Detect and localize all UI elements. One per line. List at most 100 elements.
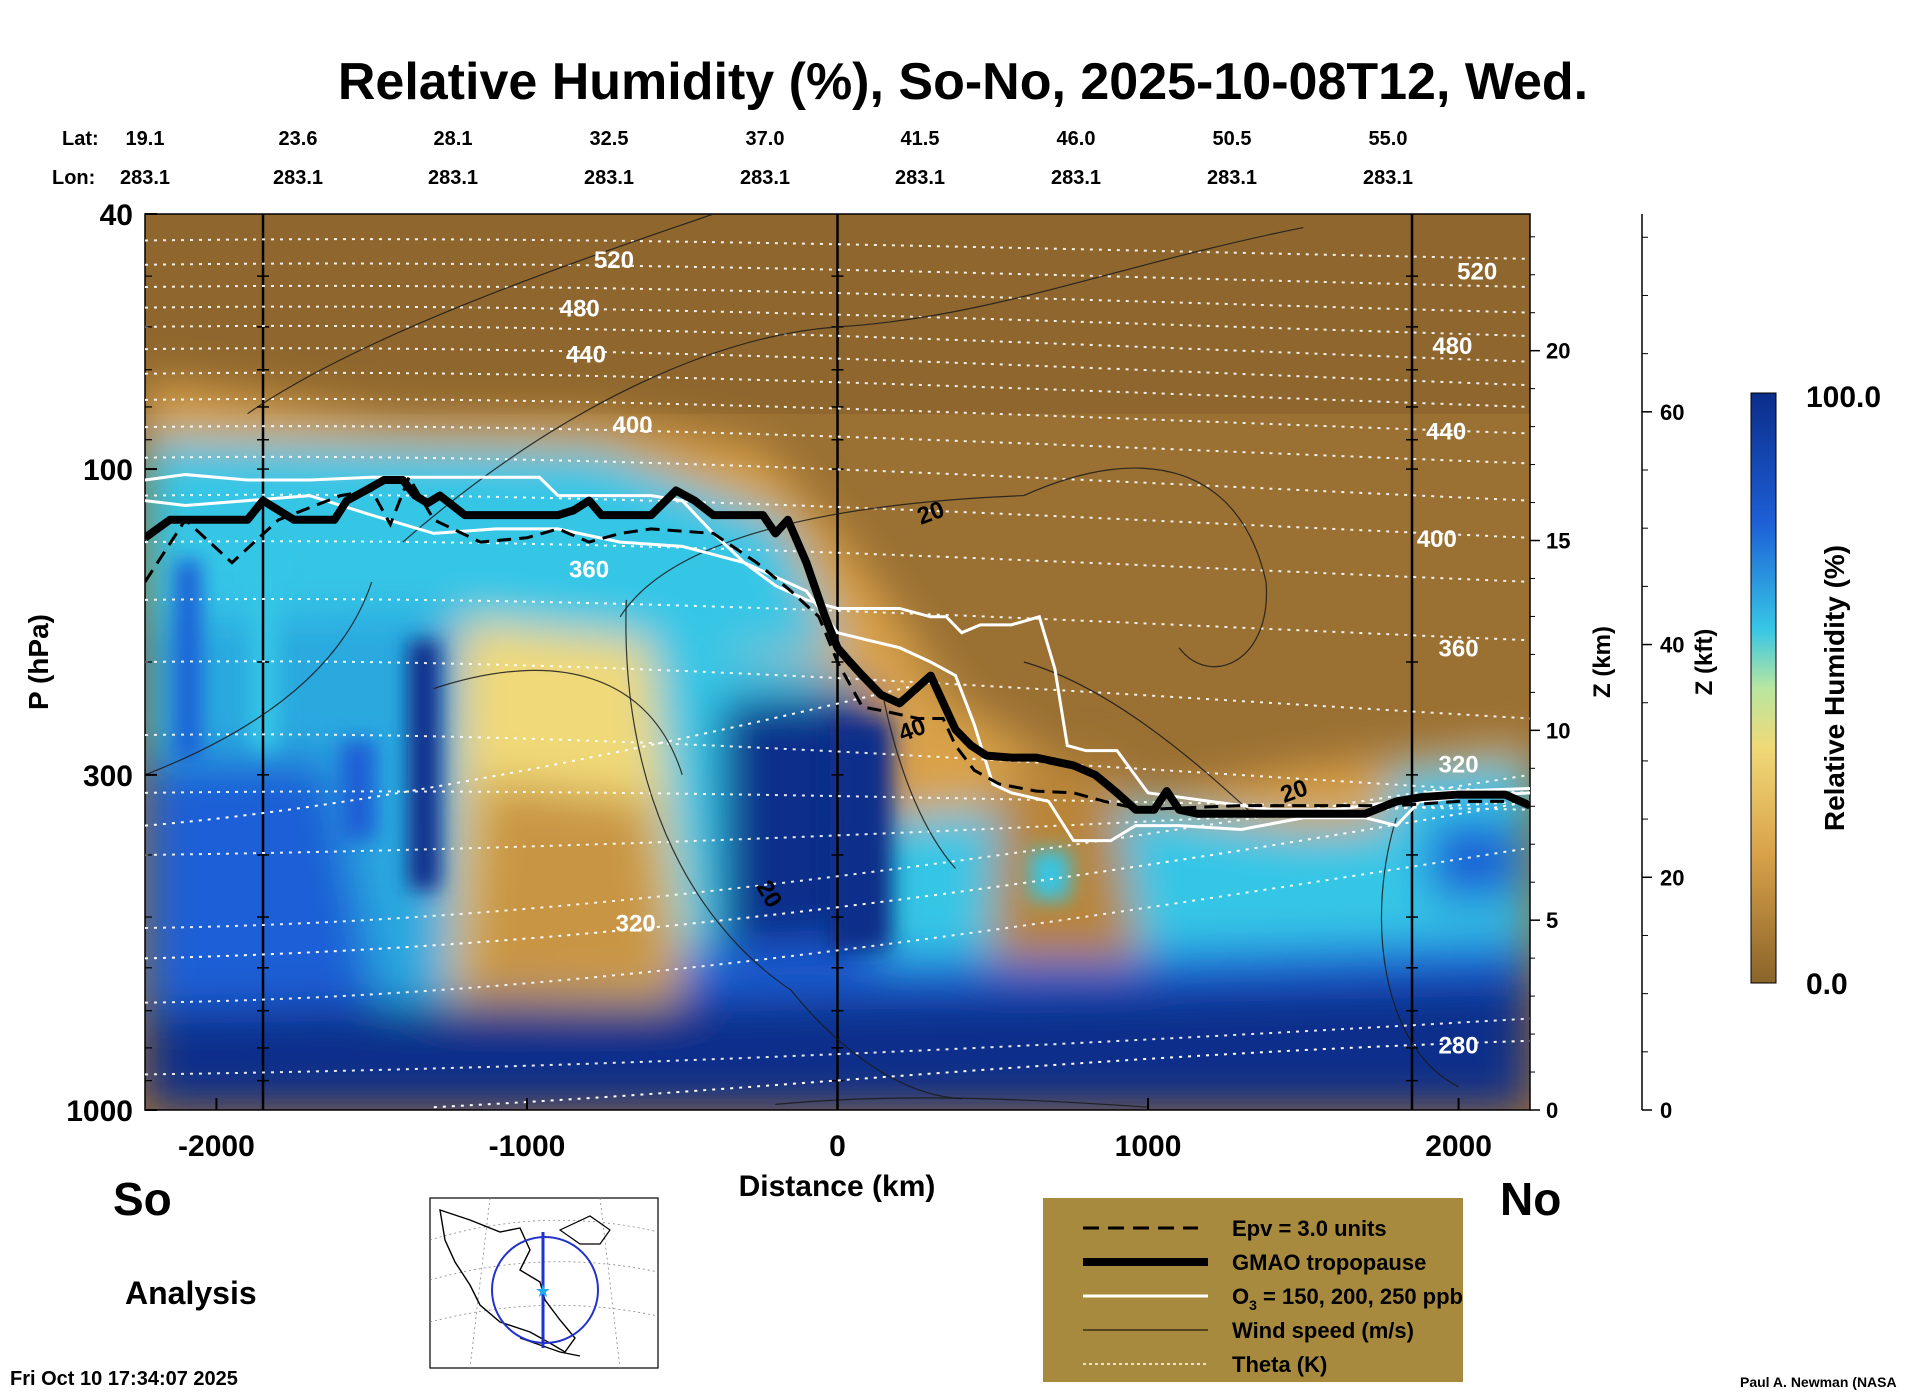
lon-value: 283.1 xyxy=(1363,167,1413,189)
theta-line xyxy=(145,660,1530,720)
z-km-tick-label: 10 xyxy=(1546,718,1570,743)
theta-label: 320 xyxy=(616,911,656,938)
z-kft-tick-label: 0 xyxy=(1660,1098,1672,1123)
wind-contour xyxy=(883,700,956,869)
theta-label: 520 xyxy=(1457,258,1497,285)
theta-line xyxy=(433,1039,1530,1109)
lat-value: 46.0 xyxy=(1057,128,1096,150)
theta-line xyxy=(145,540,1530,583)
theta-line xyxy=(145,425,1530,465)
legend-ozone-rest: = 150, 200, 250 ppb xyxy=(1257,1284,1463,1309)
theta-isentropes xyxy=(145,238,1530,1109)
z-kft-tick-label: 60 xyxy=(1660,400,1684,425)
theta-label: 400 xyxy=(613,412,653,439)
theta-label: 480 xyxy=(560,296,600,323)
y-tick-label: 1000 xyxy=(66,1095,133,1128)
wind-contour xyxy=(625,599,962,1100)
theta-label: 520 xyxy=(594,247,634,274)
theta-label: 440 xyxy=(566,341,606,368)
wind-speed-contours xyxy=(145,214,1459,1108)
theta-line xyxy=(145,238,1530,260)
z-kft-axis-title: Z (kft) xyxy=(1691,629,1718,696)
theta-line xyxy=(145,397,1530,435)
colorbar-max-label: 100.0 xyxy=(1806,381,1881,414)
colorbar-min-label: 0.0 xyxy=(1806,968,1848,1001)
lat-value: 23.6 xyxy=(279,128,318,150)
legend-tropopause-label: GMAO tropopause xyxy=(1232,1250,1426,1275)
wind-contour xyxy=(402,226,1304,543)
theta-label: 400 xyxy=(1417,526,1457,553)
y-tick-label: 40 xyxy=(100,199,133,232)
z-kft-tick-label: 40 xyxy=(1660,633,1684,658)
wind-contour xyxy=(1380,817,1459,1088)
lat-header: Lat: xyxy=(62,128,99,150)
lat-value: 28.1 xyxy=(434,128,473,150)
timestamp: Fri Oct 10 17:34:07 2025 xyxy=(10,1368,238,1390)
legend-wind-label: Wind speed (m/s) xyxy=(1232,1318,1414,1343)
analysis-radius-circle xyxy=(491,1236,599,1344)
x-tick-label: 0 xyxy=(829,1130,846,1163)
lon-value: 283.1 xyxy=(428,167,478,189)
wind-contour xyxy=(1023,661,1258,819)
z-km-tick-label: 15 xyxy=(1546,529,1570,554)
legend-epv-label: Epv = 3.0 units xyxy=(1232,1216,1387,1241)
theta-line xyxy=(145,455,1530,502)
credit: Paul A. Newman (NASA xyxy=(1740,1374,1897,1390)
colorbar-gradient xyxy=(1750,392,1777,984)
legend-ozone-label: O3 = 150, 200, 250 ppb xyxy=(1232,1284,1463,1313)
tropopause-line xyxy=(145,475,1530,818)
coastline-fragment xyxy=(558,1215,611,1245)
x-tick-label: 2000 xyxy=(1425,1130,1492,1163)
center-star-icon: ★ xyxy=(535,1281,551,1301)
y-tick-label: 300 xyxy=(83,760,133,793)
south-end-label: So xyxy=(113,1173,172,1225)
theta-line xyxy=(145,1017,1530,1076)
legend-theta-label: Theta (K) xyxy=(1232,1352,1327,1377)
lon-value: 283.1 xyxy=(740,167,790,189)
theta-label: 480 xyxy=(1432,333,1472,360)
theta-label: 440 xyxy=(1426,418,1466,445)
wind-contour xyxy=(247,214,714,415)
y-axis-title: P (hPa) xyxy=(23,614,54,710)
axes: 40 100 300 1000 -2000 -1000 0 1000 2000 0 5 10 15 20 0… xyxy=(66,199,1684,1163)
lon-value: 283.1 xyxy=(1207,167,1257,189)
x-tick-label: -2000 xyxy=(178,1130,255,1163)
wind-contour xyxy=(433,669,683,776)
theta-line xyxy=(145,347,1530,387)
north-end-label: No xyxy=(1500,1173,1562,1225)
z-kft-tick-label: 20 xyxy=(1660,865,1684,890)
theta-label: 320 xyxy=(1439,752,1479,779)
wind-contour xyxy=(145,581,373,776)
lon-value: 283.1 xyxy=(895,167,945,189)
wind-contour xyxy=(619,467,1268,668)
tropopause-series xyxy=(145,473,1530,843)
theta-label: 360 xyxy=(569,557,609,584)
lat-value: 41.5 xyxy=(901,128,940,150)
theta-label: 360 xyxy=(1439,636,1479,663)
north-america-coastline xyxy=(439,1208,576,1353)
lon-value: 283.1 xyxy=(584,167,634,189)
theta-line xyxy=(145,733,1530,794)
z-km-tick-label: 0 xyxy=(1546,1098,1558,1123)
theta-line xyxy=(145,324,1530,363)
theta-line xyxy=(145,598,1530,642)
legend-ozone-o: O xyxy=(1232,1284,1249,1309)
theta-line xyxy=(145,284,1530,314)
legend: Epv = 3.0 units GMAO tropopause O3 = 150… xyxy=(1043,1198,1463,1382)
theta-line xyxy=(145,262,1530,289)
lat-value: 50.5 xyxy=(1213,128,1252,150)
y-tick-label: 100 xyxy=(83,454,133,487)
theta-line xyxy=(145,493,1530,539)
lon-value: 283.1 xyxy=(1051,167,1101,189)
lat-lon-values: 19.1 23.6 28.1 32.5 37.0 41.5 46.0 50.5 55.0 283.… xyxy=(120,128,1413,189)
theta-label: 280 xyxy=(1439,1032,1479,1059)
theta-line xyxy=(145,305,1530,337)
legend-ozone-sub: 3 xyxy=(1249,1297,1257,1313)
z-km-tick-label: 20 xyxy=(1546,339,1570,364)
ozone-250-line xyxy=(145,494,1530,843)
z-km-tick-label: 5 xyxy=(1546,908,1558,933)
lon-value: 283.1 xyxy=(273,167,323,189)
lat-value: 55.0 xyxy=(1369,128,1408,150)
